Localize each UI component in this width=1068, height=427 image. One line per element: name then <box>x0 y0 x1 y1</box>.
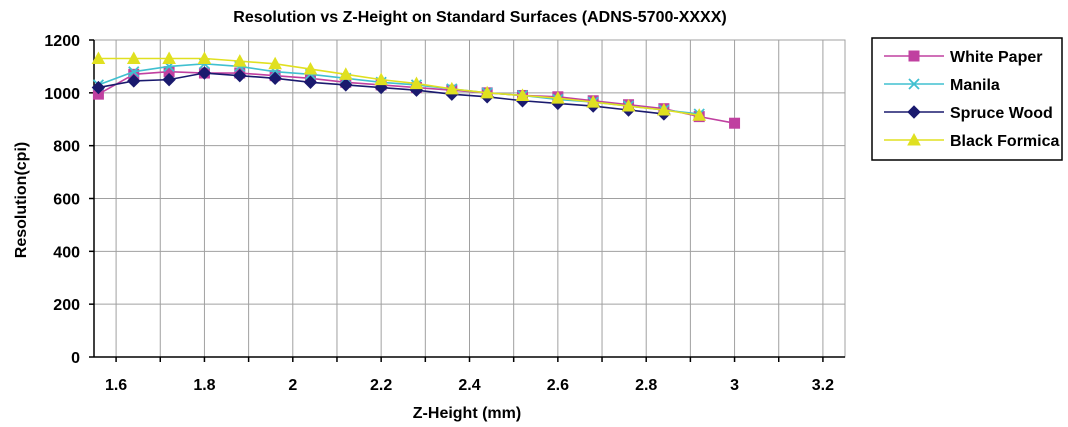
legend-label: White Paper <box>950 49 1042 66</box>
data-point <box>162 72 176 87</box>
data-point <box>268 71 282 86</box>
x-tick-label: 3.2 <box>812 377 834 394</box>
data-point <box>692 108 707 121</box>
legend-label: Spruce Wood <box>950 105 1053 122</box>
x-tick-label: 2.6 <box>547 377 569 394</box>
data-point <box>586 95 601 108</box>
series-line <box>98 57 700 117</box>
data-point <box>197 66 212 80</box>
x-tick-label: 2.2 <box>370 377 392 394</box>
y-tick-label: 0 <box>71 350 80 367</box>
data-point <box>303 62 318 75</box>
data-point <box>127 74 141 88</box>
data-point <box>162 51 176 64</box>
x-axis-label: Z-Height (mm) <box>413 405 521 422</box>
x-tick-label: 3 <box>730 377 739 394</box>
legend-item: Black Formica <box>884 132 1059 150</box>
y-tick-label: 1000 <box>44 86 80 103</box>
data-point <box>303 75 318 89</box>
y-tick-labels: 0 200 400 600 800 1000 1200 <box>44 33 80 367</box>
data-point <box>126 51 141 64</box>
legend-marker <box>907 132 921 146</box>
data-point <box>91 80 106 95</box>
axes <box>89 39 846 362</box>
data-point <box>268 56 282 70</box>
data-point <box>551 91 565 104</box>
legend-item: Manila <box>884 77 1000 94</box>
legend-item: White Paper <box>884 49 1042 66</box>
x-tick-label: 2.8 <box>635 377 657 394</box>
legend-marker <box>908 50 920 62</box>
data-point <box>729 117 741 129</box>
legend-marker <box>907 105 921 119</box>
y-tick-label: 800 <box>53 139 80 156</box>
data-point <box>197 51 212 64</box>
data-point <box>233 68 247 83</box>
data-point <box>657 102 671 116</box>
y-tick-label: 1200 <box>44 33 80 50</box>
data-point <box>409 76 424 90</box>
data-point <box>338 67 353 80</box>
data-point <box>621 98 636 112</box>
data-point <box>444 81 459 95</box>
y-tick-label: 400 <box>53 244 80 261</box>
data-point <box>515 88 530 101</box>
data-point <box>128 66 140 78</box>
x-tick-label: 2.4 <box>458 377 480 394</box>
data-point <box>232 54 247 67</box>
legend-label: Black Formica <box>950 133 1059 150</box>
series-black-formica <box>91 51 707 121</box>
x-tick-label: 2 <box>288 377 297 394</box>
x-tick-label: 1.8 <box>193 377 215 394</box>
series-lines <box>91 51 741 129</box>
x-tick-labels: 1.6 1.8 2 2.2 2.4 2.6 2.8 3 3.2 <box>105 377 834 394</box>
data-point <box>91 51 106 64</box>
legend-label: Manila <box>950 77 1000 94</box>
data-point <box>480 85 495 99</box>
legend: White Paper Manila Spruce Wood Black Formic… <box>871 37 1063 161</box>
x-tick-label: 1.6 <box>105 377 127 394</box>
gridlines <box>94 39 845 358</box>
y-axis-label: Resolution(cpi) <box>13 142 30 258</box>
data-point <box>339 78 353 92</box>
legend-item: Spruce Wood <box>884 105 1053 122</box>
y-tick-label: 200 <box>53 297 80 314</box>
chart-title: Resolution vs Z-Height on Standard Surfa… <box>233 9 726 26</box>
legend-marker <box>908 78 920 90</box>
data-point <box>374 72 388 86</box>
y-tick-label: 600 <box>53 192 80 209</box>
